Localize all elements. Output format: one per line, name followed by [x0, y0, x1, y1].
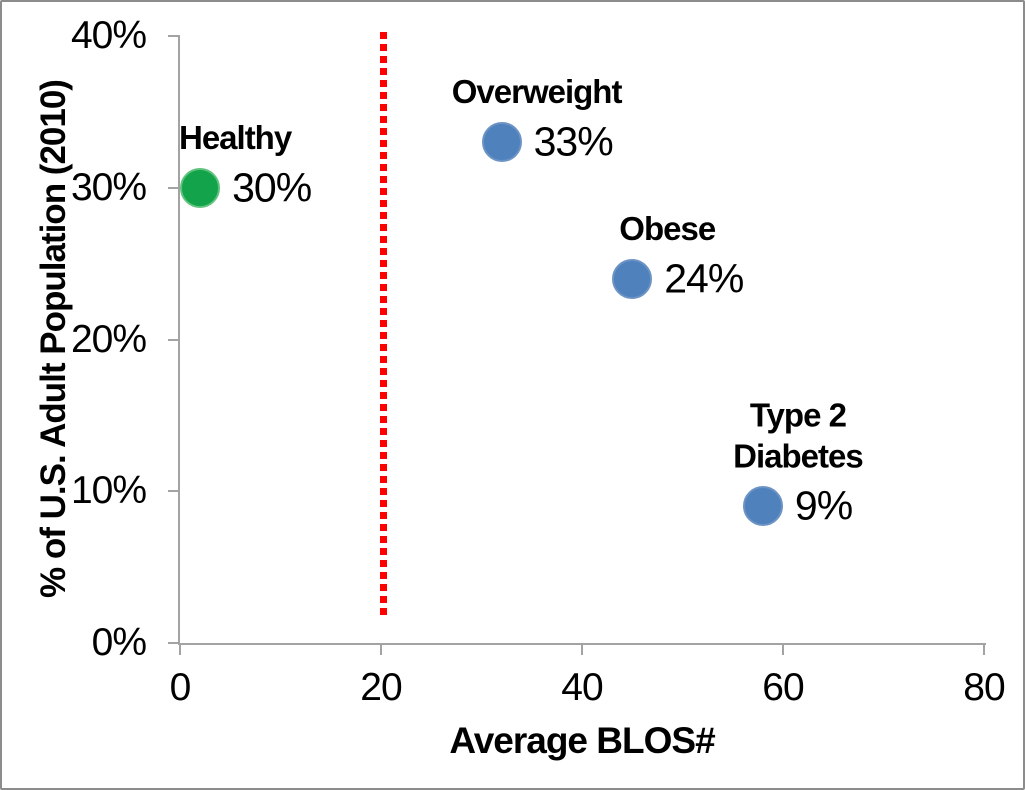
x-tick-mark — [782, 643, 784, 655]
y-tick-mark — [168, 186, 180, 189]
x-tick-label: 80 — [963, 666, 1005, 709]
y-tick-label: 40% — [70, 14, 147, 57]
y-tick-label: 30% — [70, 165, 147, 209]
point-value-label-obese: 24% — [664, 255, 744, 302]
x-tick-mark — [581, 643, 583, 655]
reference-line — [379, 32, 387, 617]
x-tick-label: 60 — [762, 666, 804, 709]
point-name-label-obese: Obese — [619, 209, 716, 247]
y-tick-mark — [168, 490, 180, 493]
y-tick-label: 10% — [70, 469, 147, 513]
x-tick-mark — [983, 643, 985, 655]
x-tick-label: 20 — [360, 666, 402, 709]
point-name-label-healthy: Healthy — [178, 118, 292, 156]
point-value-label-healthy: 30% — [232, 164, 312, 211]
y-tick-label: 20% — [70, 317, 147, 361]
x-tick-mark — [380, 643, 382, 655]
point-dot-type-2-diabetes — [742, 486, 783, 527]
point-name-label-overweight: Overweight — [451, 72, 623, 110]
point-dot-healthy — [180, 167, 221, 208]
x-tick-mark — [179, 643, 181, 655]
point-dot-overweight — [481, 122, 522, 163]
point-dot-obese — [612, 258, 653, 299]
x-axis-title: Average BLOS# — [449, 720, 715, 761]
y-tick-mark — [168, 35, 180, 37]
y-tick-mark — [168, 642, 180, 644]
y-tick-label: 0% — [91, 621, 147, 664]
y-tick-mark — [168, 338, 180, 341]
point-value-label-type-2-diabetes: 9% — [794, 482, 853, 529]
point-name-label-type-2-diabetes: Type 2 Diabetes — [733, 396, 864, 475]
x-tick-label: 40 — [561, 666, 603, 709]
point-value-label-overweight: 33% — [533, 118, 614, 165]
x-tick-label: 0 — [169, 666, 192, 709]
